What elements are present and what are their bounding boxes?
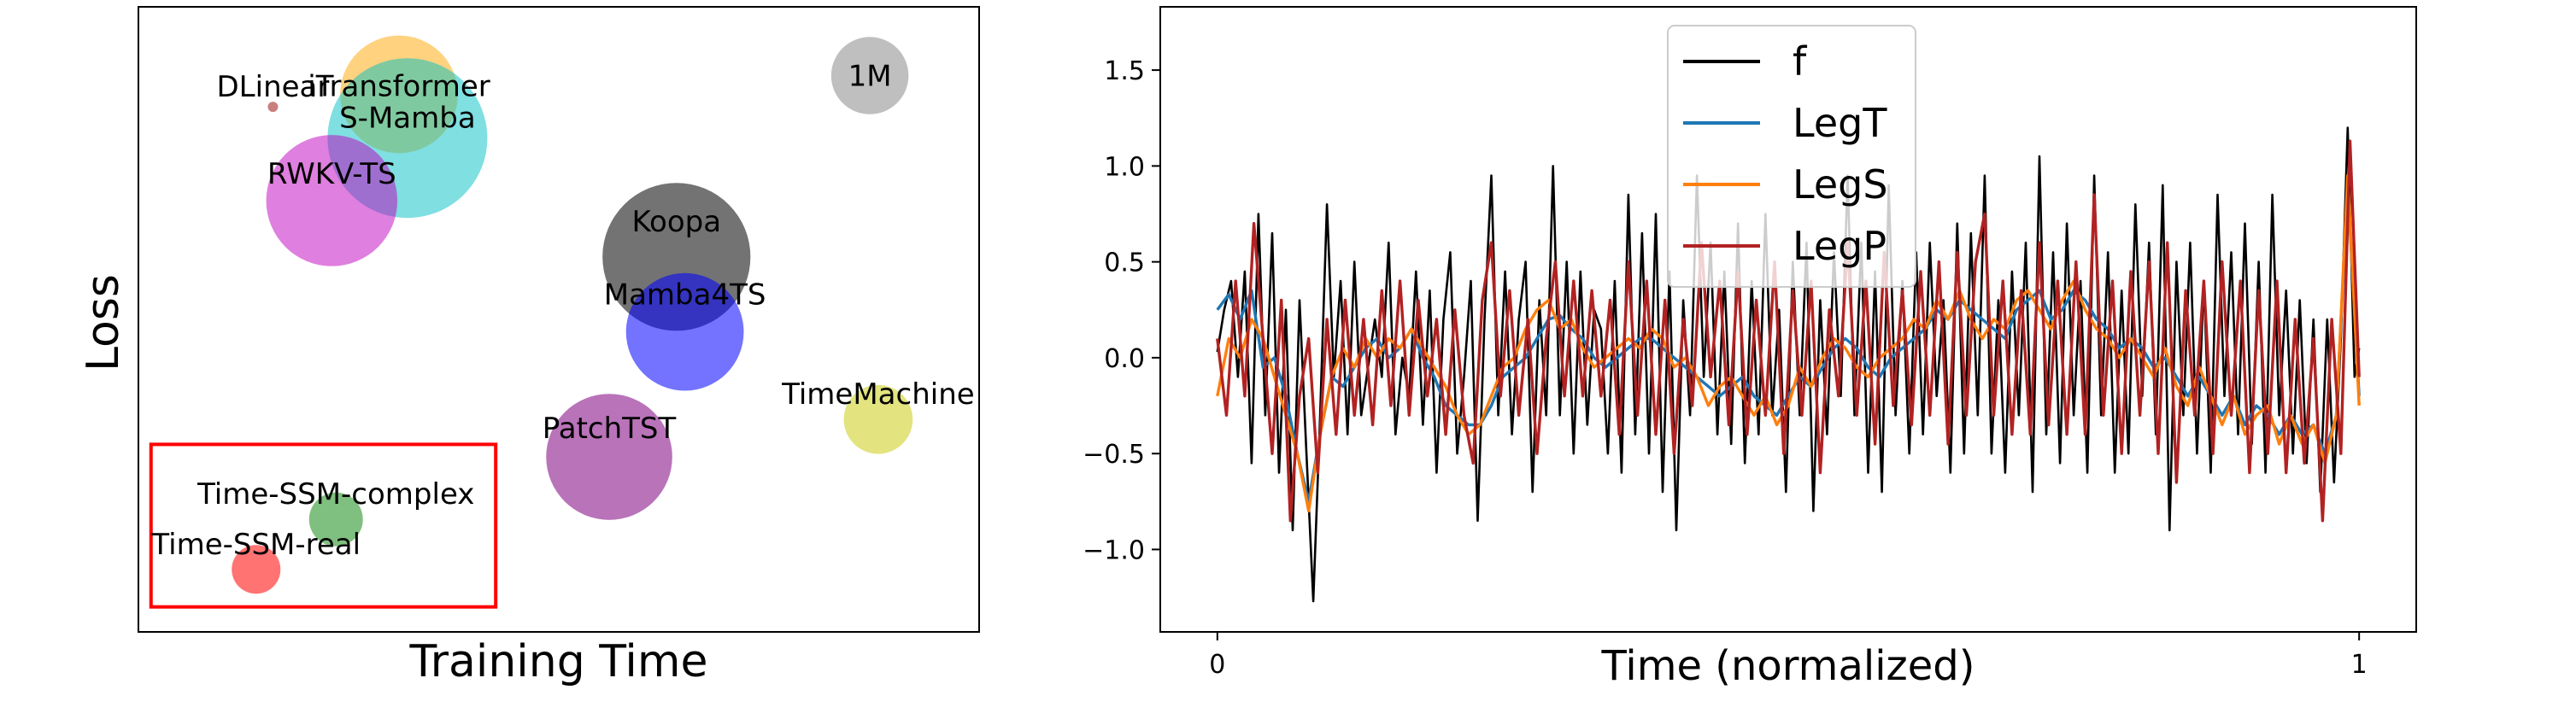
legend-box <box>1667 25 1916 288</box>
bubble-layer <box>232 35 913 594</box>
bubble-label-mamba4ts: Mamba4TS <box>604 278 766 313</box>
bubble-label-time-ssm-complex: Time-SSM-complex <box>197 477 474 511</box>
bubble-label-dlinear: DLinear <box>217 70 330 104</box>
bubble-plot-frame <box>138 6 980 633</box>
legend-label-legs: LegS <box>1793 161 1888 208</box>
y-tick-label: 1.5 <box>1104 56 1145 86</box>
bubble-x-axis-label: Training Time <box>409 636 708 687</box>
x-tick-label: 0 <box>1209 650 1225 680</box>
bubble-time-ssm-real <box>232 545 281 594</box>
bubble-label-time-ssm-real: Time-SSM-real <box>150 528 361 562</box>
bubble-time-ssm-complex <box>308 492 363 547</box>
bubble-label-koopa: Koopa <box>631 205 721 239</box>
x-tick-label: 1 <box>2351 650 2368 680</box>
legend-label-legt: LegT <box>1793 100 1887 146</box>
bubble-label-s-mamba: S-Mamba <box>339 102 476 136</box>
legend-label-legp: LegP <box>1793 223 1887 269</box>
line-legend: f LegT LegS LegP <box>1667 25 1916 288</box>
bubble-label-timemachine: TimeMachine <box>781 377 975 412</box>
line-plot-frame <box>1159 6 2417 633</box>
y-tick-label: 1.0 <box>1104 152 1145 182</box>
bubble-label-itransformer: iTransformer <box>308 69 490 103</box>
bubble-rwkv-ts <box>266 135 398 266</box>
series-line-legp <box>1216 139 2361 523</box>
bubble-label-1m: 1M <box>848 60 892 94</box>
bubble-1m <box>830 37 909 114</box>
line-series-layer <box>1216 126 2361 603</box>
bubble-mamba4ts <box>625 272 744 391</box>
y-tick-label: 0.5 <box>1104 248 1145 278</box>
bubble-label-rwkv-ts: RWKV-TS <box>267 157 396 191</box>
bubble-dlinear <box>267 102 279 113</box>
y-tick-label: 0.0 <box>1104 344 1145 374</box>
bubble-y-axis-label: Loss <box>78 274 129 371</box>
series-line-legs <box>1216 173 2361 513</box>
line-tick-layer: −1.0 −0.5 0.0 0.5 1.0 1.5 0 1 <box>1083 56 2368 680</box>
bubble-timemachine <box>843 384 913 454</box>
legend-label-f: f <box>1793 38 1808 85</box>
highlight-box <box>149 442 498 609</box>
y-tick-label: −1.0 <box>1083 535 1145 565</box>
y-tick-label: −0.5 <box>1083 440 1145 470</box>
bubble-patchtst <box>546 394 672 520</box>
line-x-axis-label: Time (normalized) <box>1601 642 1975 690</box>
bubble-label-patchtst: PatchTST <box>543 412 677 446</box>
